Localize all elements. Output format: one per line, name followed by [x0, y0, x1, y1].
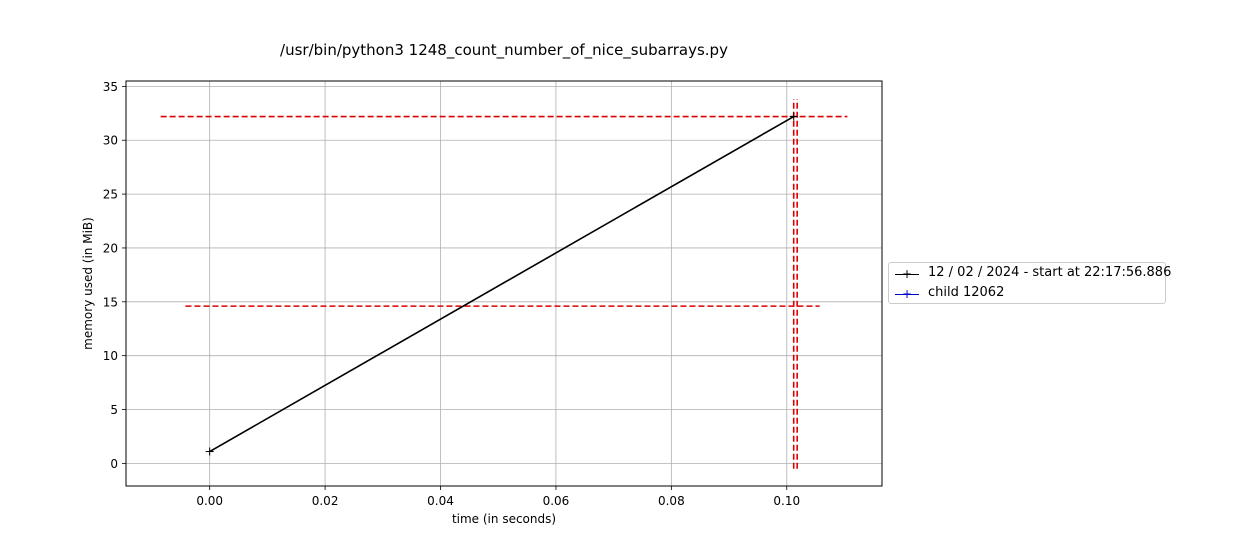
y-tick-label: 25 — [103, 188, 118, 202]
reference-lines — [160, 99, 848, 469]
y-tick-label: 20 — [103, 241, 118, 255]
legend-swatch-main — [895, 274, 919, 275]
legend-swatch-child — [895, 294, 919, 295]
legend-label-child: child 12062 — [928, 285, 1005, 300]
y-axis-label: memory used (in MiB) — [81, 217, 95, 350]
series-point-0 — [789, 112, 798, 121]
legend: + 12 / 02 / 2024 - start at 22:17:56.886… — [888, 262, 1171, 304]
y-axis-ticks: 0 5 10 15 20 25 30 35 — [103, 80, 126, 471]
x-tick-label: 0.06 — [543, 494, 570, 508]
y-tick-label: 0 — [110, 457, 118, 471]
legend-label-main: 12 / 02 / 2024 - start at 22:17:56.886 — [928, 265, 1172, 280]
x-tick-label: 0.10 — [773, 494, 800, 508]
x-axis-label: time (in seconds) — [452, 512, 556, 526]
plot-frame — [125, 80, 883, 487]
grid-lines — [126, 81, 882, 486]
y-tick-label: 15 — [103, 295, 118, 309]
y-tick-label: 30 — [103, 134, 118, 148]
y-tick-label: 35 — [103, 80, 118, 94]
series-point-0 — [205, 447, 214, 456]
legend-marker-main: + — [902, 267, 913, 281]
legend-item-main: + 12 / 02 / 2024 - start at 22:17:56.886 — [889, 264, 1171, 284]
series-line-0 — [209, 115, 795, 453]
legend-item-child: + child 12062 — [889, 284, 1165, 304]
series-lines — [205, 112, 798, 456]
chart-title: /usr/bin/python3 1248_count_number_of_ni… — [280, 41, 728, 60]
legend-marker-child: + — [902, 287, 913, 301]
x-tick-label: 0.04 — [427, 494, 454, 508]
x-tick-label: 0.08 — [658, 494, 685, 508]
x-tick-label: 0.02 — [312, 494, 339, 508]
x-axis-ticks: 0.00 0.02 0.04 0.06 0.08 0.10 — [196, 486, 800, 508]
y-tick-label: 5 — [110, 403, 118, 417]
y-tick-label: 10 — [103, 349, 118, 363]
x-tick-label: 0.00 — [196, 494, 223, 508]
